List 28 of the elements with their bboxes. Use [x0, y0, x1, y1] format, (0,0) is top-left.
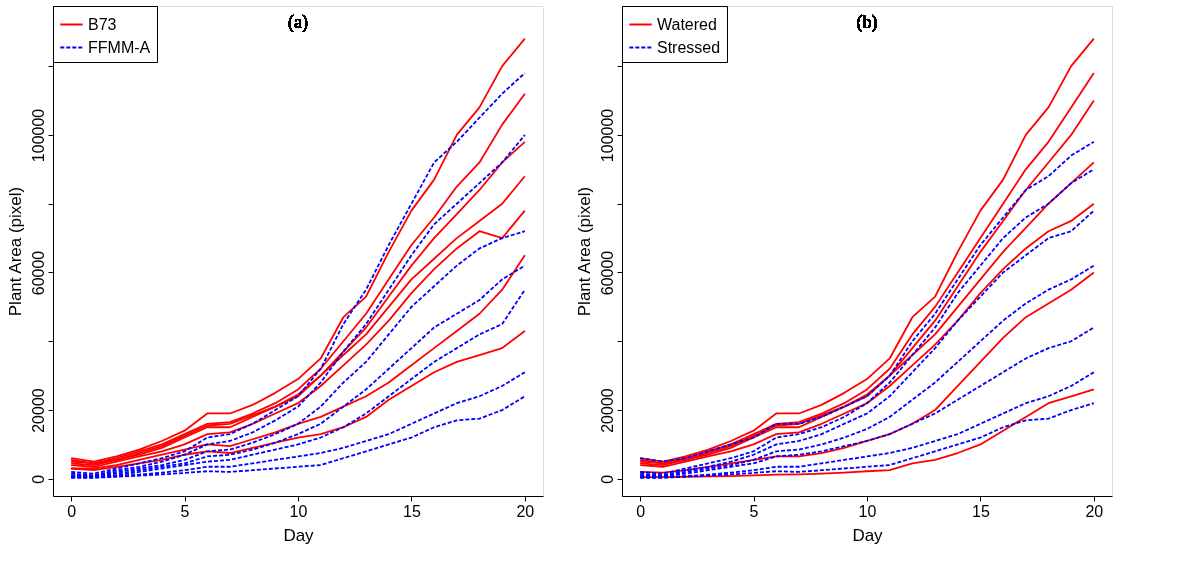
- x-tick-label: 0: [636, 502, 646, 520]
- y-tick-label: 60000: [598, 250, 616, 296]
- y-tick-label: 100000: [598, 108, 616, 163]
- x-tick-label: 20: [1085, 502, 1104, 520]
- x-axis-title: Day: [852, 525, 884, 545]
- y-tick-label: 0: [598, 474, 616, 484]
- chart-title: (b): [856, 12, 878, 33]
- y-axis-title: Plant Area (pixel): [5, 186, 25, 317]
- y-tick-label: 100000: [29, 108, 47, 163]
- y-tick-label: 20000: [598, 388, 616, 433]
- x-tick-label: 10: [289, 502, 308, 520]
- y-tick-label: 20000: [29, 388, 47, 433]
- x-tick-label: 0: [67, 502, 77, 520]
- y-tick-label: 60000: [29, 250, 47, 296]
- x-tick-label: 20: [516, 502, 535, 520]
- x-tick-label: 5: [180, 502, 190, 520]
- x-tick-label: 10: [858, 502, 877, 520]
- legend-label: FFMM-A: [88, 38, 151, 56]
- x-axis-title: Day: [283, 525, 315, 545]
- y-tick-label: 0: [29, 474, 47, 484]
- y-axis-title: Plant Area (pixel): [574, 186, 594, 317]
- legend-label: B73: [88, 15, 117, 33]
- x-tick-label: 15: [403, 502, 421, 520]
- x-tick-label: 5: [749, 502, 759, 520]
- legend-label: Stressed: [657, 38, 721, 56]
- chart-title: (a): [288, 12, 308, 33]
- legend-label: Watered: [657, 15, 717, 33]
- x-tick-label: 15: [972, 502, 990, 520]
